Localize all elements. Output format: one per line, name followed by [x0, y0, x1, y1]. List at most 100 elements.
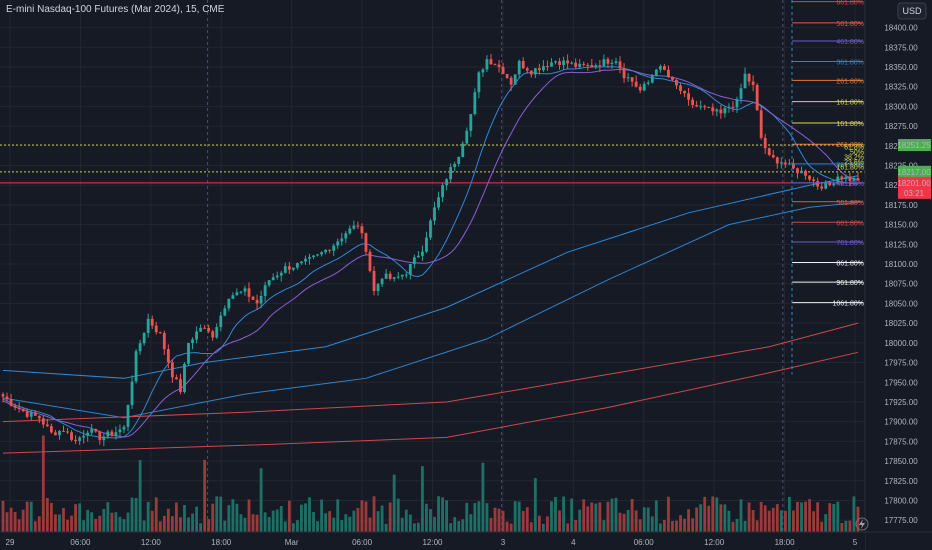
time-tick-label: 5	[853, 538, 858, 547]
volume-bar	[166, 508, 170, 532]
price-tick-label: 17875.00	[884, 437, 918, 446]
volume-bar	[271, 510, 275, 532]
time-tick-label: 06:00	[634, 538, 655, 547]
candle-body	[45, 424, 49, 427]
volume-bar	[570, 498, 574, 532]
candle-body	[505, 74, 509, 78]
volume-bar	[404, 509, 408, 532]
volume-bar	[29, 501, 33, 532]
candle-body	[352, 225, 356, 229]
lightning-icon[interactable]	[855, 517, 869, 531]
volume-bar	[150, 510, 154, 532]
volume-bar	[828, 503, 832, 532]
candle-body	[824, 181, 828, 189]
ma_slow_blue_2-line	[2, 202, 859, 419]
candle-body	[598, 65, 602, 67]
candle-body	[751, 81, 755, 85]
volume-bar	[231, 499, 235, 532]
volume-bar	[840, 522, 844, 532]
candle-body	[796, 168, 799, 174]
candle-body	[828, 181, 832, 186]
volume-bar	[513, 501, 517, 532]
candle-body	[235, 292, 239, 296]
volume-bar	[783, 510, 787, 532]
volume-bar	[66, 519, 69, 532]
candle-body	[263, 285, 267, 296]
volume-bar	[416, 522, 420, 532]
volume-bar	[146, 501, 150, 532]
candle-body	[832, 183, 836, 186]
volume-bar	[312, 511, 315, 532]
fib-level-label: 561.80%	[836, 200, 864, 207]
candle-body	[392, 277, 396, 279]
countdown-label: 03:21	[904, 189, 925, 198]
volume-bar	[675, 520, 678, 532]
candle-body	[17, 407, 21, 409]
volume-bar	[183, 505, 186, 532]
volume-bar	[501, 510, 505, 532]
price-tick-label: 18275.00	[884, 122, 918, 131]
candle-body	[493, 64, 497, 66]
candle-body	[574, 62, 578, 67]
volume-bar	[130, 497, 134, 532]
moving-averages	[2, 66, 859, 454]
candle-body	[445, 179, 449, 186]
candle-body	[570, 62, 574, 64]
candle-body	[662, 66, 666, 70]
price-tick-label: 18375.00	[884, 43, 918, 52]
volume-bar	[771, 507, 775, 532]
time-tick-label: 12:00	[141, 538, 162, 547]
candle-body	[856, 177, 860, 181]
candle-body	[425, 237, 428, 252]
current-price-label: 18201.00	[897, 179, 931, 188]
candle-body	[5, 396, 9, 400]
candle-body	[259, 295, 263, 304]
volume-bar	[332, 517, 336, 532]
volume-bar	[340, 520, 344, 532]
volume-bar	[715, 497, 719, 532]
currency-button[interactable]: USD	[897, 2, 927, 20]
volume-bar	[767, 510, 771, 532]
volume-bar	[380, 505, 384, 532]
candle-body	[671, 76, 674, 80]
ma_red_2-line	[2, 351, 859, 454]
candle-body	[586, 64, 590, 66]
time-tick-label: 18:00	[775, 538, 796, 547]
volume-bar	[300, 504, 303, 532]
candle-body	[304, 258, 307, 262]
candle-body	[150, 318, 154, 326]
volume-bar	[170, 516, 174, 532]
candle-body	[207, 327, 211, 332]
candle-body	[687, 93, 690, 100]
candle-body	[473, 92, 477, 115]
candle-body	[602, 59, 606, 67]
fib-level-label: 761.80%	[836, 240, 864, 247]
fib-level-label: 961.80%	[836, 280, 864, 287]
candle-body	[58, 430, 61, 436]
candle-body	[70, 432, 73, 440]
price-axis[interactable]: 17775.00 17800.00 17825.00 17850.00 17875.00…	[864, 0, 932, 550]
volume-bar	[98, 515, 102, 532]
volume-bar	[175, 502, 178, 532]
candle-body	[590, 64, 594, 68]
volume-bar	[70, 515, 73, 532]
candle-body	[179, 379, 182, 392]
candle-body	[412, 257, 416, 264]
volume-bar	[291, 523, 295, 532]
volume-bar	[671, 520, 674, 532]
candle-body	[441, 185, 444, 198]
volume-bar	[263, 512, 267, 532]
candle-body	[650, 75, 654, 83]
volume-bar	[638, 519, 642, 532]
volume-bar	[283, 521, 287, 532]
candle-body	[453, 163, 457, 168]
candle-body	[380, 278, 384, 285]
candle-body	[513, 74, 517, 85]
candle-body	[98, 431, 102, 441]
time-axis[interactable]: 29 06:00 12:00 18:00 Mar 06:00 12:00 3 4 06:00 12:…	[0, 531, 932, 550]
candle-body	[779, 162, 783, 164]
volume-bar	[364, 501, 368, 532]
candle-body	[642, 83, 646, 91]
candle-body	[21, 408, 25, 412]
